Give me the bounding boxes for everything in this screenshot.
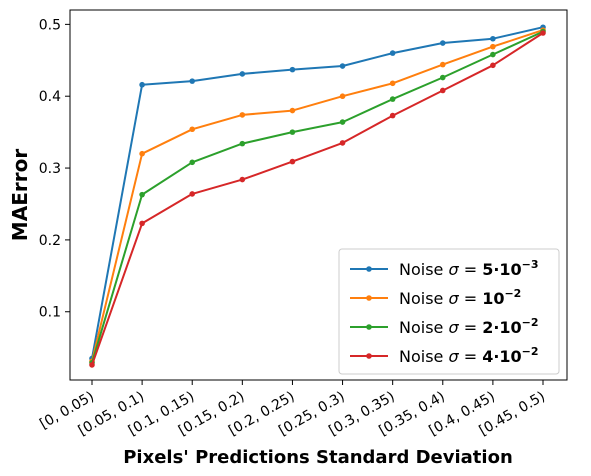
data-point bbox=[439, 87, 446, 94]
data-point bbox=[189, 191, 196, 197]
data-point bbox=[139, 150, 145, 157]
y-tick-label: 0.4 bbox=[39, 89, 61, 105]
data-point bbox=[239, 140, 246, 147]
legend-label-eq: = bbox=[459, 347, 483, 366]
legend-label-sigma: σ bbox=[448, 318, 459, 337]
data-point bbox=[189, 126, 196, 133]
legend-label-sigma: σ bbox=[448, 289, 459, 308]
data-point bbox=[239, 71, 246, 77]
data-point bbox=[389, 96, 396, 102]
data-point bbox=[89, 362, 95, 368]
legend-label-prefix: Noise bbox=[399, 318, 448, 337]
series-line bbox=[91, 30, 544, 364]
legend-label-prefix: Noise bbox=[399, 289, 448, 308]
y-tick-label: 0.1 bbox=[39, 305, 61, 321]
legend-label: Noise σ = 4·10−2 bbox=[399, 345, 539, 366]
y-tick-label: 0.5 bbox=[39, 17, 61, 33]
data-point bbox=[289, 66, 296, 73]
series-line bbox=[91, 32, 544, 366]
legend-label: Noise σ = 2·10−2 bbox=[399, 316, 539, 337]
data-point bbox=[389, 112, 396, 119]
legend-box bbox=[338, 248, 560, 375]
legend-label-sup: −3 bbox=[522, 258, 539, 271]
legend-swatch-marker bbox=[366, 266, 372, 272]
legend-label-sigma: σ bbox=[448, 347, 459, 366]
series-4 bbox=[89, 30, 546, 368]
legend-label-eq: = bbox=[459, 260, 483, 279]
data-point bbox=[540, 30, 546, 36]
data-point bbox=[389, 80, 396, 87]
legend-label-bold: 2·10 bbox=[482, 318, 521, 337]
legend-label-bold: 10 bbox=[482, 289, 504, 308]
data-point bbox=[439, 40, 446, 46]
data-point bbox=[439, 74, 446, 81]
data-point bbox=[339, 140, 346, 146]
data-point bbox=[189, 78, 196, 84]
data-point bbox=[239, 112, 246, 118]
data-point bbox=[339, 93, 346, 100]
legend-swatch-marker bbox=[366, 324, 372, 330]
data-point bbox=[239, 176, 246, 183]
data-point bbox=[339, 63, 346, 69]
legend-label-prefix: Noise bbox=[399, 347, 448, 366]
legend-label-sup: −2 bbox=[522, 316, 539, 329]
legend-label-eq: = bbox=[459, 318, 483, 337]
data-point bbox=[289, 129, 296, 135]
data-point bbox=[490, 35, 496, 42]
legend-item: Noise σ = 10−2 bbox=[350, 287, 521, 308]
legend-label-sup: −2 bbox=[522, 345, 539, 358]
y-tick-label: 0.2 bbox=[39, 233, 61, 249]
legend-item: Noise σ = 5·10−3 bbox=[350, 258, 539, 279]
legend-label-sigma: σ bbox=[448, 260, 459, 279]
x-axis-label: Pixels' Predictions Standard Deviation bbox=[123, 447, 513, 468]
legend-label-sup: −2 bbox=[504, 287, 521, 300]
y-axis-label: MAError bbox=[8, 149, 32, 242]
data-point bbox=[189, 159, 196, 166]
legend-label: Noise σ = 10−2 bbox=[399, 287, 521, 308]
legend-item: Noise σ = 2·10−2 bbox=[350, 316, 539, 337]
data-point bbox=[139, 220, 145, 227]
legend-item: Noise σ = 4·10−2 bbox=[350, 345, 539, 366]
data-point bbox=[439, 61, 446, 68]
data-point bbox=[139, 81, 145, 88]
data-point bbox=[139, 191, 145, 198]
chart-marks bbox=[89, 24, 546, 368]
legend-label: Noise σ = 5·10−3 bbox=[399, 258, 539, 279]
x-axis: [0, 0.05)[0.05, 0.1)[0.1, 0.15)[0.15, 0.… bbox=[37, 380, 548, 439]
y-tick-label: 0.3 bbox=[39, 161, 61, 177]
legend-label-prefix: Noise bbox=[399, 260, 448, 279]
series-line bbox=[91, 26, 544, 359]
data-point bbox=[289, 107, 296, 114]
data-point bbox=[490, 51, 496, 58]
legend-swatch-marker bbox=[366, 295, 372, 301]
data-point bbox=[289, 158, 296, 165]
legend-swatch-marker bbox=[366, 353, 372, 359]
y-axis: 0.1 0.2 0.3 0.4 0.5 bbox=[39, 17, 70, 321]
data-point bbox=[389, 50, 396, 56]
data-point bbox=[490, 43, 496, 50]
data-point bbox=[490, 62, 496, 69]
legend-label-bold: 5·10 bbox=[482, 260, 521, 279]
data-point bbox=[339, 119, 346, 125]
plot-frame bbox=[69, 9, 568, 381]
legend-label-eq: = bbox=[459, 289, 483, 308]
series-line bbox=[91, 29, 544, 362]
legend-label-bold: 4·10 bbox=[482, 347, 521, 366]
